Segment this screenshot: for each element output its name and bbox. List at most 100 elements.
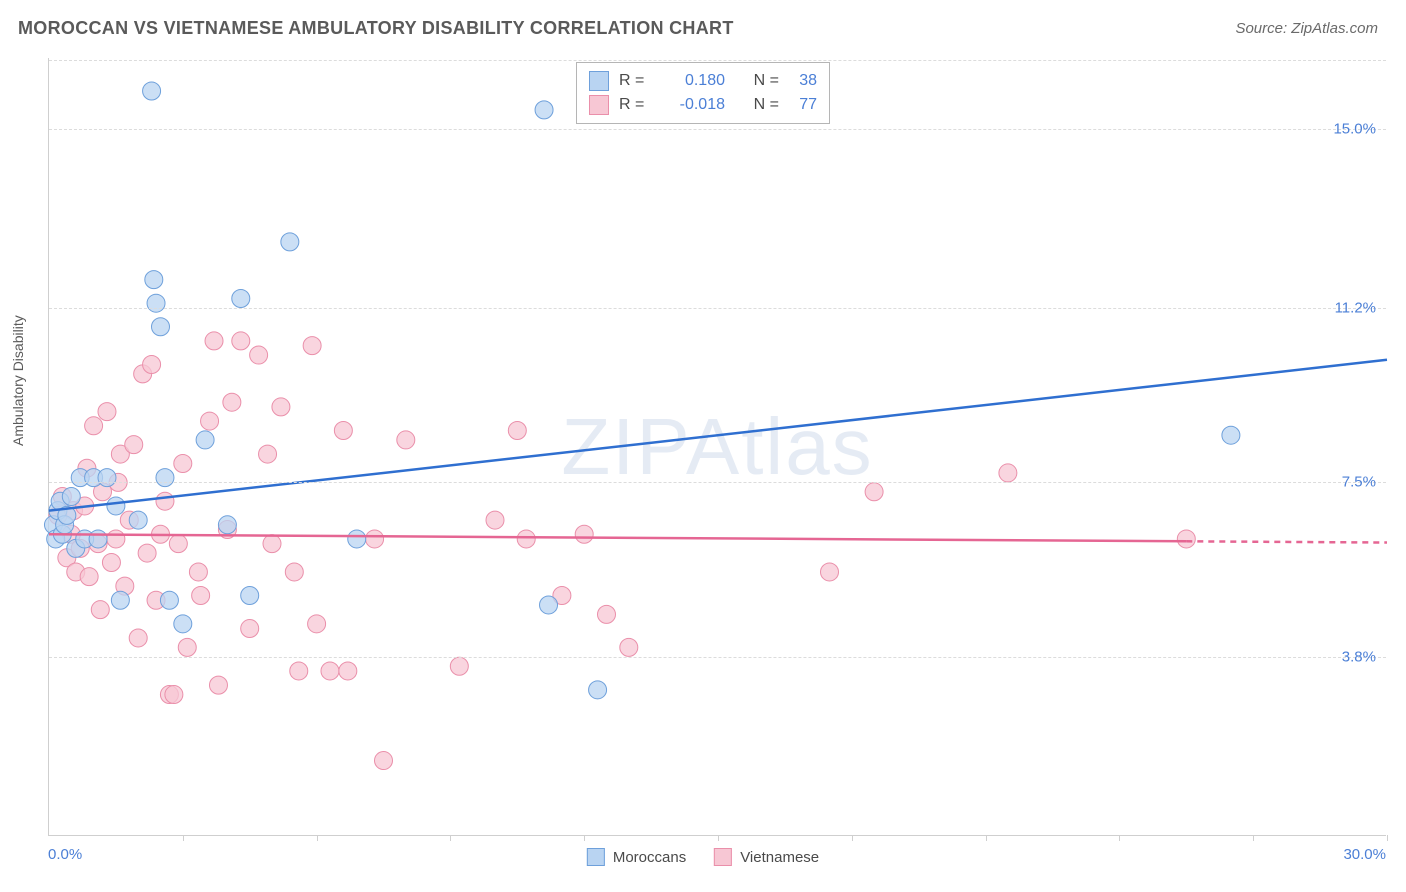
scatter-point [232,289,250,307]
legend-swatch-moroccans [589,71,609,91]
scatter-point [189,563,207,581]
scatter-point [598,605,616,623]
scatter-point [290,662,308,680]
scatter-point [259,445,277,463]
scatter-point [339,662,357,680]
scatter-point [348,530,366,548]
scatter-point [232,332,250,350]
r-value-vietnamese: -0.018 [657,96,725,114]
gridline [49,60,1386,61]
scatter-point [575,525,593,543]
scatter-point [107,497,125,515]
gridline [49,657,1386,658]
scatter-point [129,629,147,647]
scatter-point [102,554,120,572]
scatter-point [152,318,170,336]
legend-row-moroccans: R = 0.180 N = 38 [589,69,817,93]
r-label: R = [619,72,647,90]
scatter-point [821,563,839,581]
y-tick-label: 3.8% [1342,648,1376,665]
scatter-point [999,464,1017,482]
scatter-point [129,511,147,529]
gridline [49,482,1386,483]
scatter-point [263,535,281,553]
scatter-point [223,393,241,411]
x-axis-max-label: 30.0% [1343,846,1386,863]
scatter-point [281,233,299,251]
scatter-point [589,681,607,699]
scatter-point [165,686,183,704]
legend-swatch-vietnamese [589,95,609,115]
y-tick-label: 11.2% [1335,299,1376,316]
correlation-legend: R = 0.180 N = 38 R = -0.018 N = 77 [576,62,830,124]
scatter-point [85,417,103,435]
scatter-point [145,271,163,289]
scatter-point [1222,426,1240,444]
scatter-point [91,601,109,619]
scatter-point [174,455,192,473]
series-legend: Moroccans Vietnamese [587,848,819,866]
scatter-point [508,421,526,439]
series-label-moroccans: Moroccans [613,849,686,866]
scatter-point [397,431,415,449]
scatter-point [205,332,223,350]
scatter-point [201,412,219,430]
scatter-point [250,346,268,364]
scatter-point [366,530,384,548]
scatter-point [321,662,339,680]
trendline [1186,541,1387,542]
x-tick [1387,835,1388,841]
x-tick [317,835,318,841]
scatter-point [80,568,98,586]
scatter-point [98,469,116,487]
scatter-point [138,544,156,562]
y-tick-label: 7.5% [1342,474,1376,491]
scatter-point [98,403,116,421]
swatch-moroccans [587,848,605,866]
scatter-point [517,530,535,548]
trendline [49,534,1186,541]
x-tick [1119,835,1120,841]
scatter-point [535,101,553,119]
r-label: R = [619,96,647,114]
scatter-svg [49,58,1386,835]
scatter-point [218,516,236,534]
scatter-point [125,436,143,454]
scatter-point [375,752,393,770]
scatter-point [285,563,303,581]
scatter-point [620,638,638,656]
x-tick [183,835,184,841]
scatter-point [169,535,187,553]
scatter-point [178,638,196,656]
scatter-point [143,355,161,373]
gridline [49,129,1386,130]
n-label: N = [735,96,779,114]
chart-plot-area: ZIPAtlas 15.0%11.2%7.5%3.8% [48,58,1386,836]
scatter-point [540,596,558,614]
scatter-point [209,676,227,694]
y-axis-label: Ambulatory Disability [10,315,26,446]
r-value-moroccans: 0.180 [657,72,725,90]
swatch-vietnamese [714,848,732,866]
scatter-point [62,488,80,506]
trendline [49,360,1387,511]
scatter-point [196,431,214,449]
n-value-vietnamese: 77 [789,96,817,114]
scatter-point [241,587,259,605]
legend-item-vietnamese: Vietnamese [714,848,819,866]
scatter-point [156,492,174,510]
chart-title: MOROCCAN VS VIETNAMESE AMBULATORY DISABI… [18,18,734,39]
legend-row-vietnamese: R = -0.018 N = 77 [589,93,817,117]
scatter-point [156,469,174,487]
scatter-point [272,398,290,416]
scatter-point [308,615,326,633]
n-value-moroccans: 38 [789,72,817,90]
scatter-point [143,82,161,100]
y-tick-label: 15.0% [1333,120,1376,137]
scatter-point [303,337,321,355]
scatter-point [241,620,259,638]
series-label-vietnamese: Vietnamese [740,849,819,866]
scatter-point [147,294,165,312]
x-tick [450,835,451,841]
scatter-point [192,587,210,605]
